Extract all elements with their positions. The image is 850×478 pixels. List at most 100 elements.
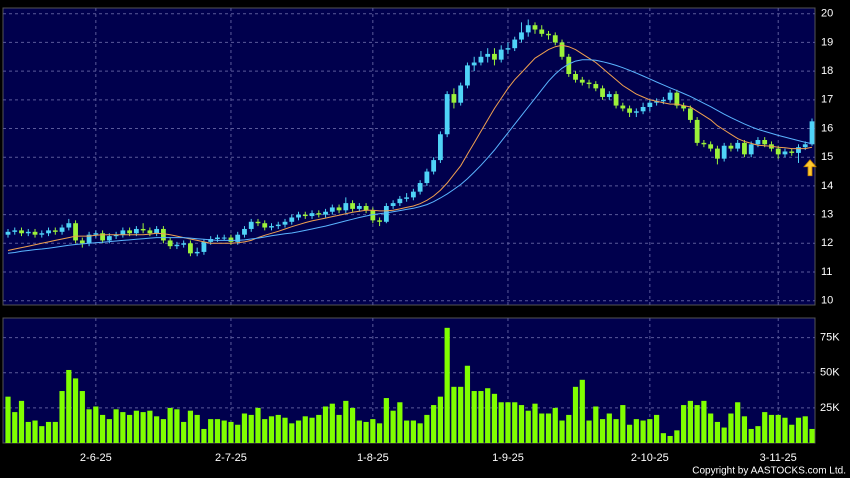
candle-body [654,101,660,103]
volume-bar [593,406,599,443]
candle-body [498,49,504,60]
volume-bar [356,420,362,443]
candle-body [728,145,734,149]
volume-bar [498,402,504,443]
x-tick-label: 1-9-25 [492,452,524,464]
candle-body [356,206,362,209]
volume-bar [154,416,160,443]
y-tick-label: 19 [821,36,833,48]
candle-body [147,230,153,234]
candle-body [363,206,369,211]
signal-arrow [803,159,817,177]
volume-bar [579,379,585,443]
candle-body [12,230,18,232]
candle-body [627,108,632,113]
volume-bar [458,386,464,443]
volume-bar [721,427,727,443]
candle-body [383,206,389,222]
volume-bar [289,423,295,443]
volume-bar [349,407,356,443]
volume-bar [160,419,166,443]
candle-body [32,231,38,235]
candle-body [782,151,788,155]
volume-bar [437,396,444,443]
candle-body [586,82,592,85]
candle-body [73,223,78,241]
volume-bar [478,391,484,443]
candle-body [775,148,781,155]
candle-body [593,84,599,89]
candle-body [579,79,585,83]
candle-body [235,234,241,242]
y-tick-label: 13 [821,209,833,221]
volume-bar [748,428,754,443]
candle-body [735,142,741,149]
volume-bar [79,391,85,443]
volume-bar [18,400,25,443]
candle-body [687,108,693,120]
volume-bar [86,409,92,443]
candle-body [525,25,531,33]
volume-bar [52,421,58,443]
x-tick-label: 2-7-25 [215,452,247,464]
volume-bar [316,414,322,443]
volume-bar [25,421,31,443]
candle-body [127,230,133,234]
volume-tick-label: 50K [820,367,840,379]
candle-body [451,94,457,103]
volume-bar [282,417,288,443]
candle-body [762,140,768,145]
moving-average-line [7,44,813,251]
volume-bar [106,419,112,443]
candle-body [573,74,578,80]
candle-body [674,92,680,106]
x-tick-label: 2-6-25 [80,452,112,464]
x-tick-label: 3-11-25 [760,452,797,464]
candle-body [242,228,247,235]
volume-bar [674,430,680,443]
volume-bar [667,435,673,443]
volume-bar [735,402,741,443]
candle-body [694,119,700,143]
candle-body [539,29,545,34]
volume-bar [241,413,248,443]
candle-body [255,221,261,224]
volume-bar [572,386,579,443]
y-tick-label: 12 [821,237,833,249]
volume-bar [12,412,18,443]
candle-body [465,65,470,86]
candle-body [194,251,200,254]
candle-body [336,207,342,211]
candle-body [343,203,349,211]
candle-body [296,214,301,218]
volume-bar [539,413,545,443]
candle-body [25,231,31,234]
volume-bar [363,421,369,443]
volume-bar [532,403,538,443]
candle-body [390,203,396,206]
volume-bar [417,423,423,443]
volume-bar [789,424,795,443]
candle-body [52,230,58,232]
candle-body [438,134,443,161]
volume-bar [566,414,572,443]
candle-body [215,237,220,239]
candle-body [606,94,612,97]
volume-bar [660,433,666,443]
y-tick-label: 16 [821,122,833,134]
candle-body [519,32,524,40]
candle-body [79,240,85,244]
candle-body [492,53,497,60]
volume-bar [647,419,653,443]
candle-body [431,160,437,172]
volume-bar [512,402,518,443]
volume-bar [775,414,781,443]
candle-body [329,207,335,212]
volume-tick-label: 25K [820,402,840,414]
candle-body [742,142,747,155]
volume-bar [741,416,748,443]
candle-body [721,145,727,159]
y-tick-label: 17 [821,94,833,106]
volume-bar [302,416,308,443]
volume-bar [133,410,139,443]
